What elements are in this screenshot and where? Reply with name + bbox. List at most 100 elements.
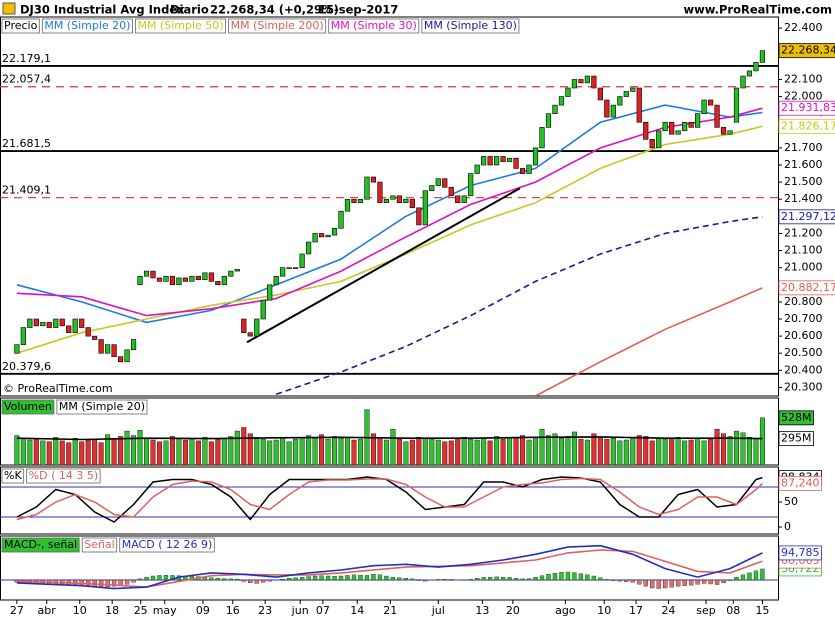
tag: %D ( 14 3 5) xyxy=(26,468,101,484)
histogram-bar xyxy=(663,579,668,589)
candle xyxy=(163,275,169,282)
histogram-bar xyxy=(358,574,363,581)
volume-bar xyxy=(533,437,539,465)
volume-bar xyxy=(208,441,214,465)
volume-bar xyxy=(40,440,46,465)
candle xyxy=(53,318,59,328)
candle xyxy=(293,267,299,269)
histogram-bar xyxy=(475,578,480,581)
histogram-bar xyxy=(287,578,292,581)
volume-bar xyxy=(746,437,752,465)
logo xyxy=(2,2,16,15)
candle xyxy=(649,139,655,149)
volume-bar xyxy=(610,438,616,465)
candle xyxy=(669,121,675,135)
volume-bar xyxy=(234,430,240,465)
volume-bar xyxy=(306,435,312,465)
x-tick-label: 10 xyxy=(597,604,611,617)
volume-bar xyxy=(72,438,78,465)
x-tick-label: 10 xyxy=(73,604,87,617)
volume-bar xyxy=(578,438,584,465)
volume-bar xyxy=(396,438,402,465)
candle xyxy=(390,195,396,200)
candle xyxy=(273,275,279,286)
candle xyxy=(675,130,681,135)
volume-bar xyxy=(332,436,338,465)
volume-bar xyxy=(319,434,325,465)
volume-bar xyxy=(144,438,150,465)
volume-bar xyxy=(59,440,65,465)
candle xyxy=(20,327,26,345)
volume-bar xyxy=(714,429,720,465)
candle xyxy=(59,318,65,327)
candle xyxy=(195,275,201,280)
histogram-bar xyxy=(364,575,370,581)
histogram-bar xyxy=(760,568,765,581)
candle xyxy=(688,121,694,128)
candle xyxy=(513,157,519,169)
tag: %K xyxy=(1,468,25,484)
volume-bar xyxy=(494,436,500,465)
candle xyxy=(312,233,318,243)
volume-bar xyxy=(79,441,85,465)
histogram-bar xyxy=(144,576,149,581)
candle xyxy=(189,275,195,282)
candle xyxy=(455,195,461,203)
tag-box xyxy=(26,468,101,484)
histogram-bar xyxy=(332,576,337,581)
x-tick-label: 16 xyxy=(226,604,240,617)
candle xyxy=(344,198,351,212)
candle xyxy=(364,176,370,200)
histogram-bar xyxy=(325,575,331,581)
candle xyxy=(46,322,52,328)
histogram-bar xyxy=(293,577,298,581)
volume-bar xyxy=(591,433,597,465)
y-tick-label: 20.700 xyxy=(784,312,823,325)
panel-frame xyxy=(0,397,779,466)
candle xyxy=(169,275,176,286)
tag-text: Señal xyxy=(84,538,115,551)
tag-text: MACD-, señal xyxy=(4,538,77,551)
volume-bar xyxy=(66,442,72,465)
histogram-bar xyxy=(338,575,344,581)
candle xyxy=(105,344,111,354)
title: DJ30 Industrial Avg Index xyxy=(20,3,185,17)
tag-text: MM (Simple 30) xyxy=(331,19,417,32)
tag: MM (Simple 130) xyxy=(421,18,520,34)
period: Diario xyxy=(170,3,209,17)
tag-text: 21.931,83 xyxy=(781,101,835,114)
volume-bar xyxy=(708,438,714,465)
candle xyxy=(623,91,629,97)
volume-bar xyxy=(753,438,759,465)
volume-bar xyxy=(649,440,655,465)
histogram-bar xyxy=(215,578,220,581)
tag-text: 21.297,12 xyxy=(781,210,835,223)
level-label: 21.681,5 xyxy=(2,137,51,150)
histogram-bar xyxy=(345,575,350,581)
candle xyxy=(494,156,500,166)
histogram-bar xyxy=(384,575,389,581)
candle xyxy=(584,75,590,84)
candle xyxy=(66,325,72,333)
volume-bar xyxy=(571,431,577,465)
volume-bar xyxy=(552,433,558,465)
tag-text: 20.882,17 xyxy=(781,281,835,294)
histogram-bar xyxy=(319,575,324,581)
histogram-bar xyxy=(351,574,357,581)
volume-bar xyxy=(286,441,292,465)
histogram-bar xyxy=(449,579,454,581)
y-tick-label: 20.600 xyxy=(784,329,823,342)
oscillator-line xyxy=(16,476,763,523)
tag-box xyxy=(41,18,133,34)
histogram-bar xyxy=(695,579,700,585)
volume-bar xyxy=(734,430,740,465)
tag-box xyxy=(81,537,118,553)
y-tick-label: 22.100 xyxy=(784,72,823,85)
tag-text: 22.268,34 xyxy=(781,44,835,57)
date: 15-sep-2017 xyxy=(318,3,398,17)
candle xyxy=(753,62,759,72)
histogram-bar xyxy=(520,578,525,581)
histogram-bar xyxy=(734,576,739,581)
histogram-bar xyxy=(390,576,396,581)
